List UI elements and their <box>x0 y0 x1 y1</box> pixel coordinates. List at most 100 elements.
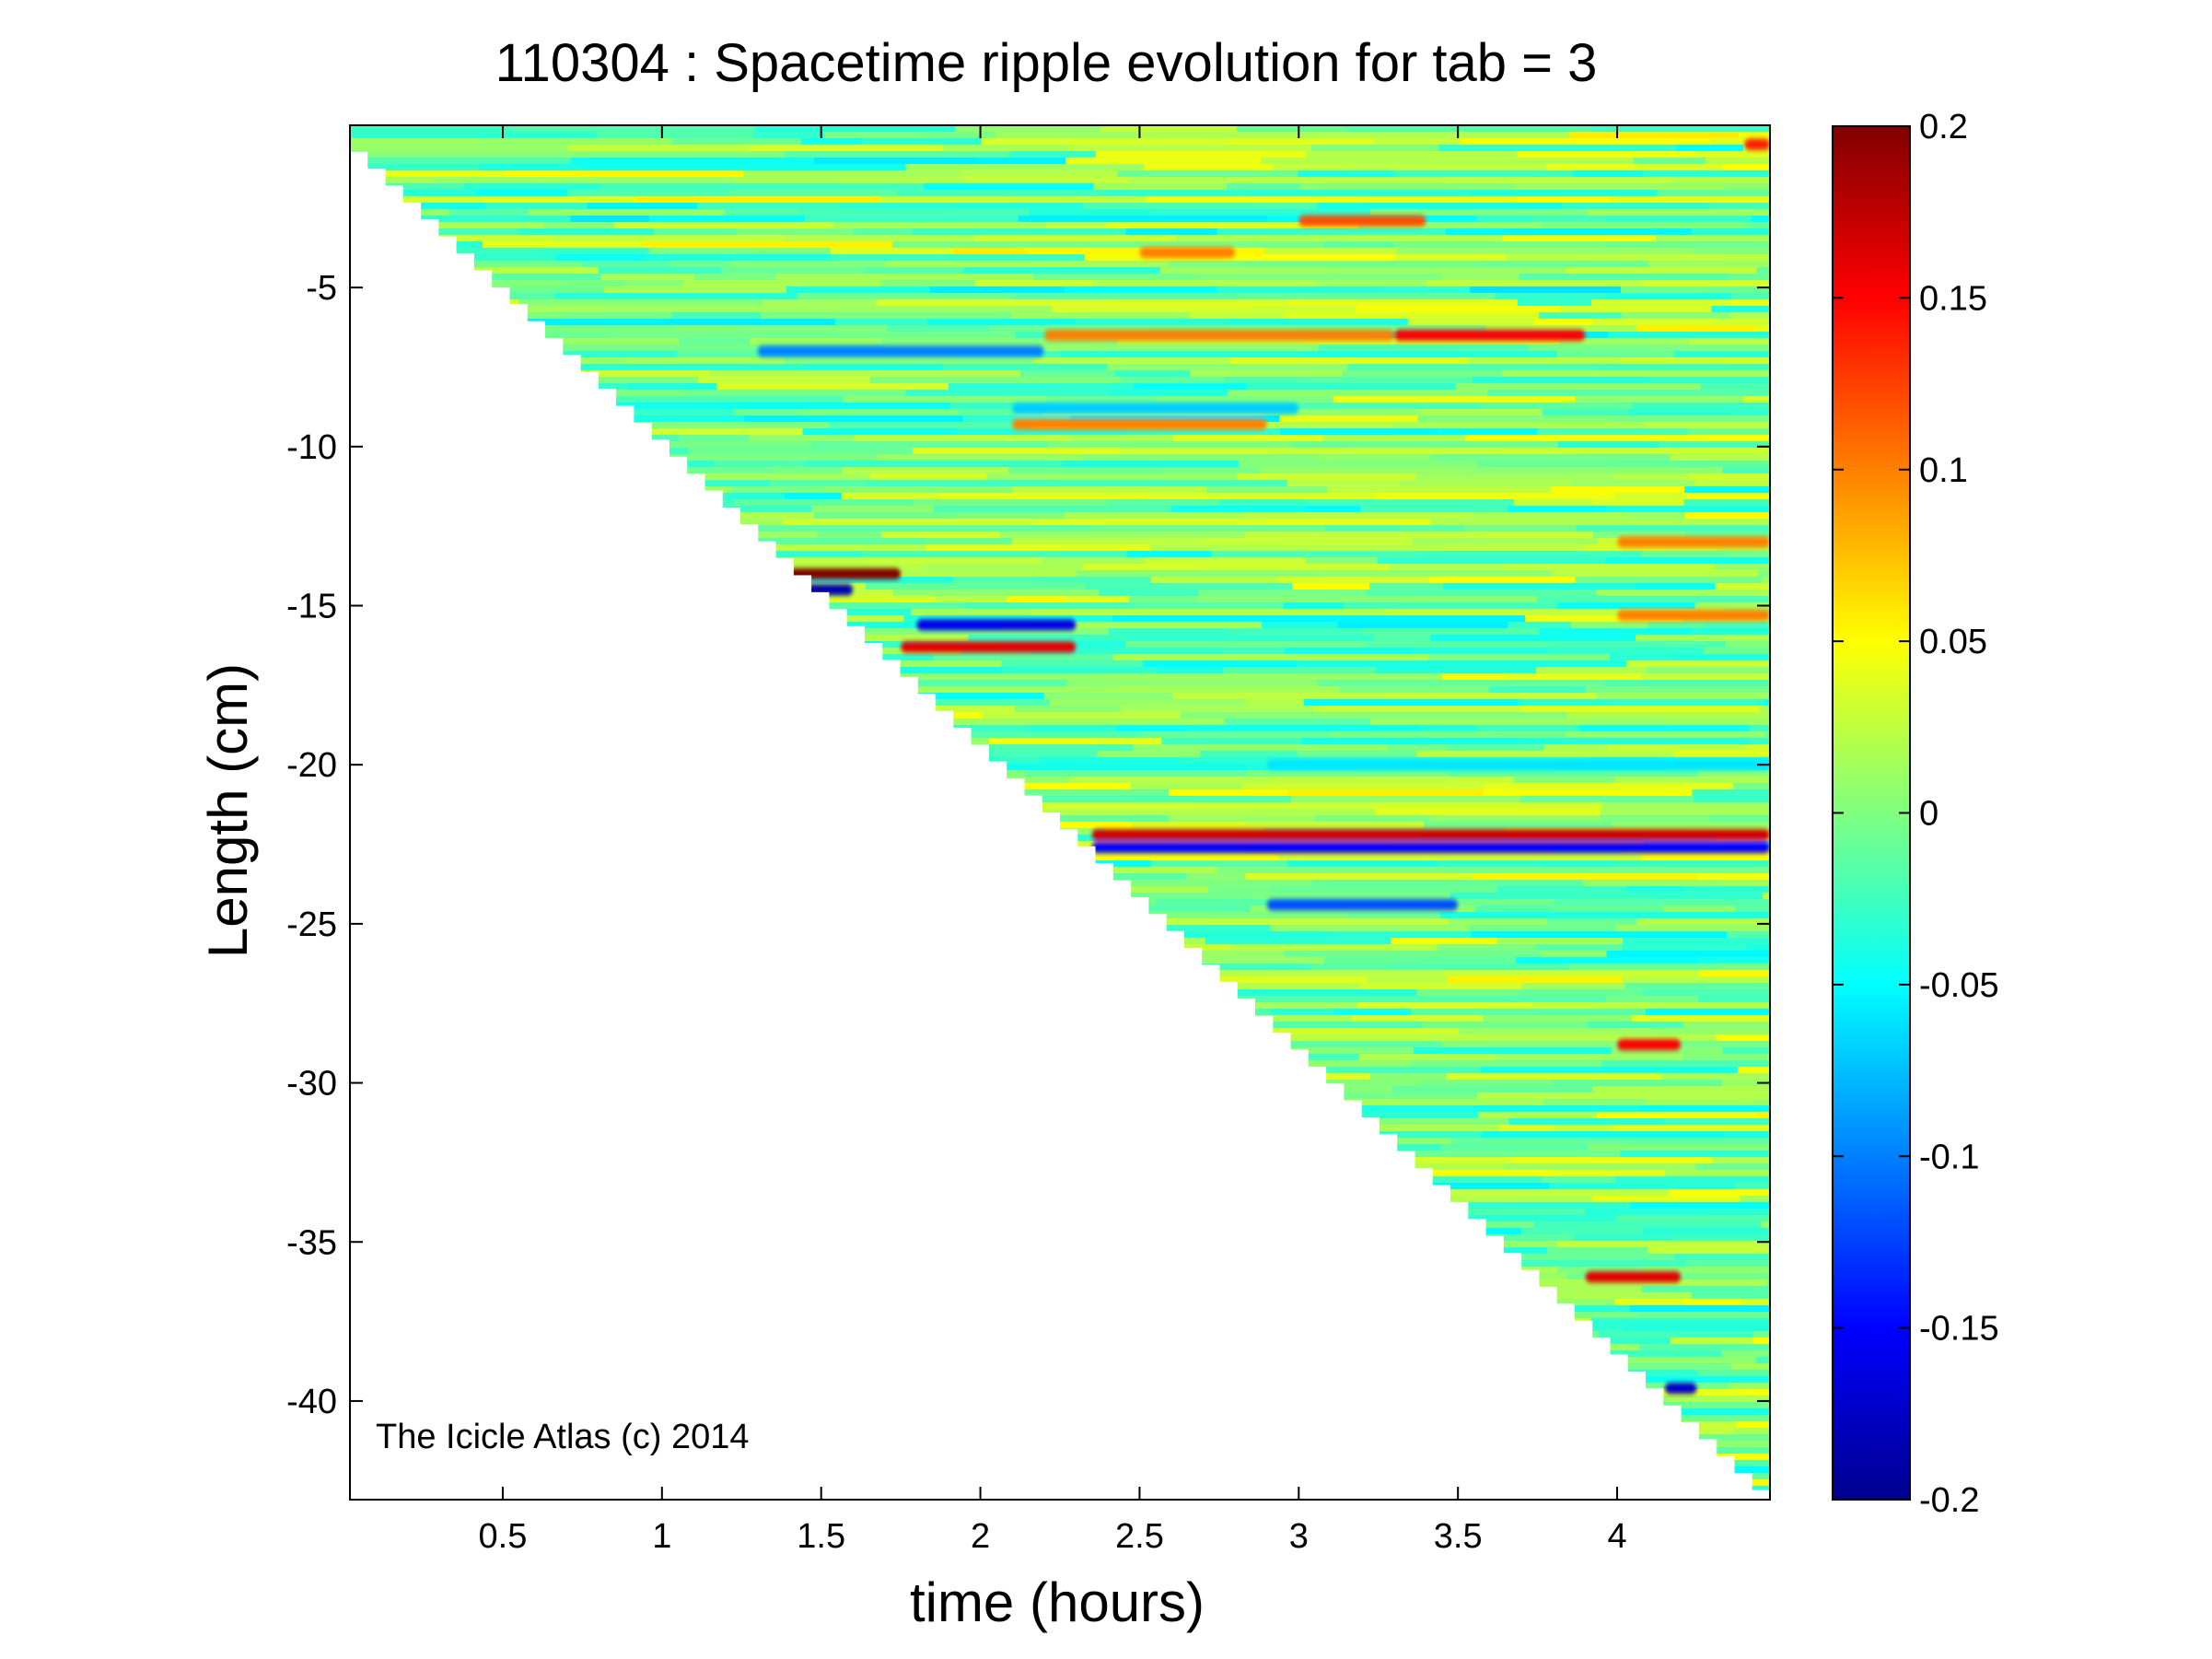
heatmap-streak <box>1322 435 1466 442</box>
heatmap-streak <box>1578 725 1751 732</box>
heatmap-streak <box>1217 228 1447 236</box>
heatmap-streak <box>1211 551 1417 558</box>
heatmap-streak <box>1327 931 1473 939</box>
heatmap-streak <box>1052 809 1259 816</box>
heatmap-streak <box>955 512 1065 520</box>
heatmap-streak <box>1366 641 1549 648</box>
heatmap-streak <box>748 364 805 371</box>
heatmap-streak <box>1650 1002 1770 1010</box>
heatmap-streak <box>1306 557 1379 565</box>
heatmap-streak <box>1585 686 1770 694</box>
heatmap-streak <box>1508 506 1609 513</box>
x-tick-label: 3.5 <box>1434 1517 1483 1556</box>
heatmap-streak <box>1575 577 1764 584</box>
heatmap-streak <box>1590 1318 1770 1326</box>
heatmap-streak <box>734 499 914 507</box>
ripple-band <box>1664 1383 1697 1395</box>
heatmap-streak <box>1688 338 1770 345</box>
heatmap-streak <box>1478 1112 1598 1119</box>
heatmap-streak <box>1614 1176 1770 1184</box>
heatmap-streak <box>1583 719 1667 726</box>
heatmap-streak <box>1606 216 1752 223</box>
heatmap-streak <box>1632 403 1770 410</box>
heatmap-streak <box>1303 699 1519 707</box>
heatmap-streak <box>1262 970 1443 977</box>
heatmap-streak <box>731 325 888 333</box>
heatmap-streak <box>1610 461 1770 468</box>
heatmap-streak <box>903 615 1033 623</box>
heatmap-streak <box>1502 370 1740 378</box>
x-tick-label: 0.5 <box>479 1517 528 1556</box>
heatmap-streak <box>1721 880 1770 887</box>
heatmap-streak <box>1477 1092 1562 1100</box>
heatmap-streak <box>952 248 1027 255</box>
heatmap-streak <box>1686 493 1770 500</box>
heatmap-streak <box>647 480 770 487</box>
heatmap-streak <box>1606 951 1770 958</box>
heatmap-streak <box>1738 370 1770 378</box>
heatmap-streak <box>1119 912 1349 919</box>
heatmap-streak <box>1273 1067 1482 1074</box>
heatmap-streak <box>1399 480 1574 487</box>
heatmap-streak <box>1032 274 1196 281</box>
heatmap-streak <box>1497 886 1627 894</box>
heatmap-streak <box>999 532 1246 539</box>
heatmap-streak <box>1755 590 1770 597</box>
heatmap-streak <box>1733 1428 1770 1435</box>
heatmap-streak <box>1694 602 1770 610</box>
heatmap-streak <box>1725 641 1770 648</box>
heatmap-streak <box>1172 693 1388 700</box>
heatmap-streak <box>1607 744 1747 752</box>
heatmap-streak <box>886 325 991 333</box>
heatmap-streak <box>1737 1067 1770 1074</box>
colorbar-tick-label: -0.1 <box>1919 1138 1979 1176</box>
heatmap-streak <box>695 538 926 545</box>
heatmap-streak <box>1472 931 1728 939</box>
heatmap-streak <box>1605 241 1770 249</box>
heatmap-streak <box>1270 1009 1335 1016</box>
heatmap-streak <box>1647 345 1770 352</box>
heatmap-streak <box>1391 422 1647 429</box>
heatmap-streak <box>350 216 572 223</box>
heatmap-streak <box>1194 596 1410 603</box>
heatmap-streak <box>1629 409 1733 416</box>
heatmap-streak <box>1657 190 1770 197</box>
heatmap-streak <box>1460 1234 1576 1242</box>
heatmap-streak <box>1243 512 1473 520</box>
heatmap-streak <box>1589 1144 1770 1151</box>
heatmap-streak <box>1451 1138 1623 1145</box>
heatmap-streak <box>1735 905 1770 913</box>
ripple-band <box>1617 609 1770 621</box>
heatmap-streak <box>1317 203 1505 210</box>
heatmap-streak <box>1508 622 1572 629</box>
heatmap-streak <box>1333 1009 1413 1016</box>
heatmap-streak <box>1018 216 1268 223</box>
heatmap-streak <box>1190 370 1344 378</box>
heatmap-streak <box>1389 564 1505 571</box>
heatmap-streak <box>508 125 756 133</box>
heatmap-streak <box>1610 654 1673 661</box>
heatmap-streak <box>1573 170 1644 178</box>
heatmap-streak <box>350 151 589 158</box>
heatmap-streak <box>953 789 1170 797</box>
heatmap-streak <box>741 403 951 410</box>
heatmap-streak <box>1058 261 1170 268</box>
heatmap-streak <box>1082 564 1196 571</box>
heatmap-streak <box>1729 312 1770 320</box>
heatmap-streak <box>1647 1099 1752 1106</box>
heatmap-streak <box>580 377 699 384</box>
heatmap-streak <box>604 286 787 294</box>
heatmap-streak <box>1537 596 1697 603</box>
heatmap-streak <box>1386 609 1561 616</box>
heatmap-streak <box>737 551 863 558</box>
heatmap-streak <box>1109 390 1228 397</box>
heatmap-streak <box>1284 648 1412 655</box>
heatmap-streak <box>1299 183 1515 191</box>
heatmap-streak <box>1575 396 1745 403</box>
heatmap-streak <box>1485 1241 1558 1248</box>
heatmap-streak <box>1665 719 1770 726</box>
heatmap-streak <box>812 441 1049 449</box>
ripple-marks <box>757 138 1770 1395</box>
heatmap-streak <box>1272 164 1349 171</box>
heatmap-streak <box>1587 1022 1684 1029</box>
